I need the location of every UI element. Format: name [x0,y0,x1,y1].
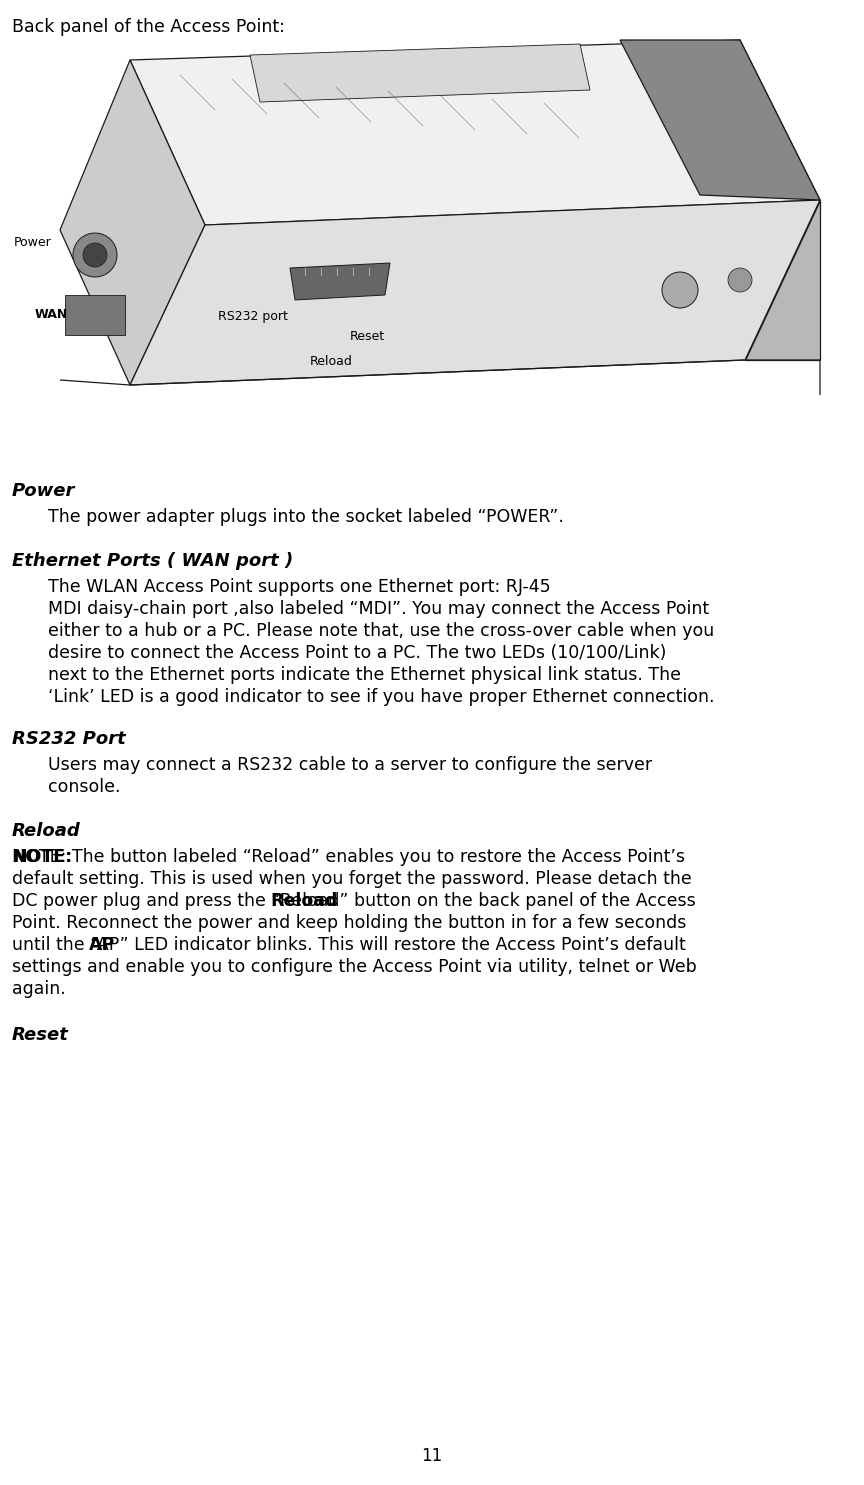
Circle shape [728,267,752,293]
Text: Back panel of the Access Point:: Back panel of the Access Point: [12,18,285,36]
Polygon shape [130,40,820,226]
Text: The power adapter plugs into the socket labeled “POWER”.: The power adapter plugs into the socket … [48,508,564,526]
Text: Point. Reconnect the power and keep holding the button in for a few seconds: Point. Reconnect the power and keep hold… [12,913,686,933]
Circle shape [73,233,117,278]
Text: Reload: Reload [12,823,80,841]
Text: Reset: Reset [350,330,385,343]
Text: Reload: Reload [310,355,353,368]
Text: console.: console. [48,778,120,796]
Text: NOTE: The button labeled “Reload” enables you to restore the Access Point’s: NOTE: The button labeled “Reload” enable… [12,848,685,866]
Text: either to a hub or a PC. Please note that, use the cross-over cable when you: either to a hub or a PC. Please note tha… [48,622,715,640]
Text: DC power plug and press the “Reload” button on the back panel of the Access: DC power plug and press the “Reload” but… [12,892,696,910]
Circle shape [662,272,698,307]
Text: settings and enable you to configure the Access Point via utility, telnet or Web: settings and enable you to configure the… [12,958,696,976]
Polygon shape [620,40,820,200]
Text: NOTE:: NOTE: [12,848,73,866]
Text: Reload: Reload [270,892,337,910]
Polygon shape [250,45,590,102]
Text: Power: Power [12,483,75,500]
Text: Users may connect a RS232 cable to a server to configure the server: Users may connect a RS232 cable to a ser… [48,756,652,774]
Text: Reset: Reset [12,1026,69,1044]
Polygon shape [65,296,125,336]
Text: until the “AP” LED indicator blinks. This will restore the Access Point’s defaul: until the “AP” LED indicator blinks. Thi… [12,936,686,953]
Polygon shape [745,200,820,359]
Text: 11: 11 [422,1446,442,1466]
Text: next to the Ethernet ports indicate the Ethernet physical link status. The: next to the Ethernet ports indicate the … [48,665,681,685]
Text: WAN: WAN [35,309,68,321]
Text: desire to connect the Access Point to a PC. The two LEDs (10/100/Link): desire to connect the Access Point to a … [48,644,666,662]
Text: MDI daisy-chain port ,also labeled “MDI”. You may connect the Access Point: MDI daisy-chain port ,also labeled “MDI”… [48,600,709,618]
Text: RS232 port: RS232 port [218,310,288,324]
Text: default setting. This is used when you forget the password. Please detach the: default setting. This is used when you f… [12,870,692,888]
Text: ‘Link’ LED is a good indicator to see if you have proper Ethernet connection.: ‘Link’ LED is a good indicator to see if… [48,688,715,705]
Text: Ethernet Ports ( WAN port ): Ethernet Ports ( WAN port ) [12,552,293,570]
Circle shape [83,244,107,267]
Text: Power: Power [14,236,52,249]
Text: again.: again. [12,980,66,998]
Text: The WLAN Access Point supports one Ethernet port: RJ-45: The WLAN Access Point supports one Ether… [48,578,550,595]
Polygon shape [60,59,205,385]
Polygon shape [290,263,390,300]
Text: AP: AP [89,936,115,953]
Text: RS232 Port: RS232 Port [12,731,126,748]
Polygon shape [130,200,820,385]
